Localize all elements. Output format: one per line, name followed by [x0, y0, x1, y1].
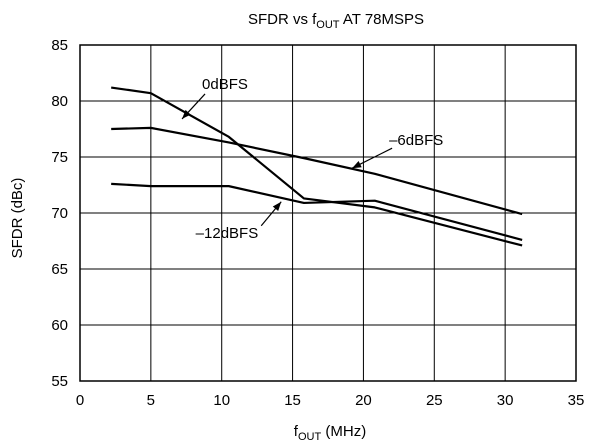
x-axis-label-sub: OUT — [298, 431, 322, 443]
annotation-label: –6dBFS — [389, 132, 443, 149]
series-annotations: 0dBFS –6dBFS –12dBFS — [181, 76, 443, 242]
x-tick-label: 5 — [147, 392, 155, 409]
series-lines — [111, 86, 523, 247]
x-axis-label: fOUT (MHz) — [294, 423, 366, 443]
chart-title-sub: OUT — [316, 19, 340, 31]
x-tick-label: 35 — [568, 392, 585, 409]
x-tick-label: 30 — [497, 392, 514, 409]
annotation-arrowhead — [182, 109, 191, 119]
y-tick-label: 70 — [51, 205, 68, 222]
y-tick-label: 75 — [51, 149, 68, 166]
y-tick-label: 80 — [51, 93, 68, 110]
series-line-3 — [111, 182, 523, 241]
x-axis-ticks: 0 5 10 15 20 25 30 35 — [76, 392, 585, 409]
y-axis-ticks: 55 60 65 70 75 80 85 — [51, 37, 68, 390]
annotation-arrowhead — [352, 161, 362, 169]
plot-area — [79, 44, 577, 382]
x-tick-label: 15 — [284, 392, 301, 409]
x-axis-label-rest: (MHz) — [321, 423, 366, 440]
y-tick-label: 65 — [51, 261, 68, 278]
y-tick-label: 55 — [51, 373, 68, 390]
x-tick-label: 20 — [355, 392, 372, 409]
x-tick-label: 10 — [213, 392, 230, 409]
y-tick-label: 85 — [51, 37, 68, 54]
annotation-arrowhead — [272, 201, 282, 211]
series-line-2 — [111, 126, 523, 216]
series-line-1 — [111, 86, 523, 247]
annotation-label: –12dBFS — [196, 225, 259, 242]
x-tick-label: 25 — [426, 392, 443, 409]
annotation-label: 0dBFS — [202, 76, 248, 93]
chart-title-rest: AT 78MSPS — [340, 11, 425, 28]
chart-title: SFDR vs fOUT AT 78MSPS — [248, 11, 424, 31]
y-tick-label: 60 — [51, 317, 68, 334]
x-axis-label-main: f — [294, 423, 299, 440]
chart-title-main: SFDR vs f — [248, 11, 317, 28]
y-axis-label: SFDR (dBc) — [9, 178, 26, 259]
x-tick-label: 0 — [76, 392, 84, 409]
